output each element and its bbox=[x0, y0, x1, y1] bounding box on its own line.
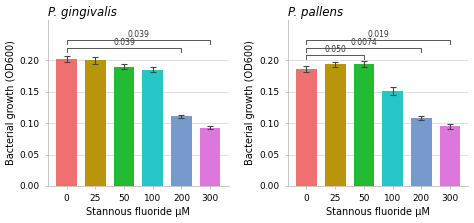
X-axis label: Stannous fluoride μM: Stannous fluoride μM bbox=[326, 207, 430, 217]
Text: P. gingivalis: P. gingivalis bbox=[48, 6, 117, 19]
Bar bbox=[296, 69, 317, 186]
Text: 0.039: 0.039 bbox=[128, 30, 149, 39]
Bar bbox=[382, 91, 403, 186]
Bar bbox=[439, 126, 460, 186]
Text: P. pallens: P. pallens bbox=[288, 6, 343, 19]
Y-axis label: Bacterial growth (OD600): Bacterial growth (OD600) bbox=[246, 40, 255, 165]
Text: 0.050: 0.050 bbox=[324, 45, 346, 54]
Y-axis label: Bacterial growth (OD600): Bacterial growth (OD600) bbox=[6, 40, 16, 165]
Bar bbox=[171, 116, 192, 186]
Text: 0.039: 0.039 bbox=[113, 38, 135, 47]
X-axis label: Stannous fluoride μM: Stannous fluoride μM bbox=[86, 207, 191, 217]
Bar bbox=[325, 64, 346, 186]
Bar bbox=[143, 70, 163, 186]
Bar bbox=[354, 64, 374, 186]
Bar bbox=[56, 59, 77, 186]
Text: 0.019: 0.019 bbox=[367, 30, 389, 39]
Bar bbox=[411, 118, 431, 186]
Bar bbox=[114, 67, 135, 186]
Bar bbox=[85, 60, 106, 186]
Text: 0.0074: 0.0074 bbox=[350, 38, 377, 47]
Bar bbox=[200, 128, 220, 186]
